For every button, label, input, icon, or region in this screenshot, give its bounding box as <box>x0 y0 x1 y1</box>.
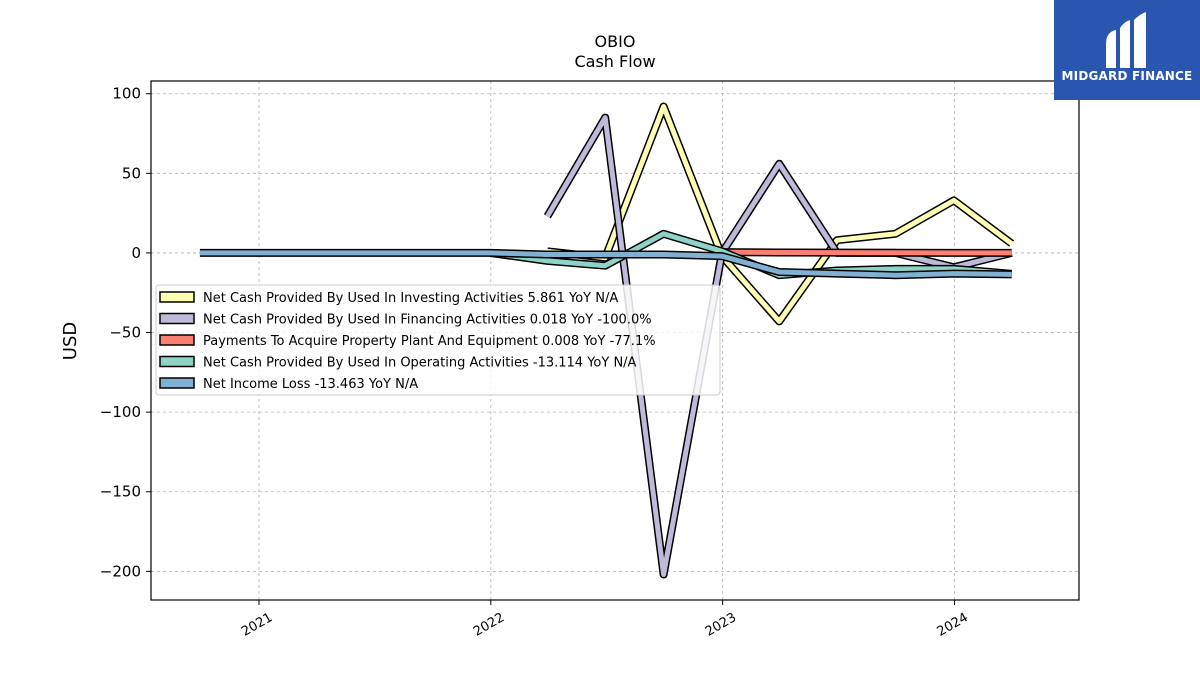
legend-box <box>155 284 721 396</box>
legend-label: Net Cash Provided By Used In Financing A… <box>203 313 652 328</box>
legend-swatch <box>159 291 195 303</box>
series-line-5 <box>199 248 1012 280</box>
series-line-3 <box>721 248 1012 257</box>
legend-swatch <box>159 312 195 325</box>
chart-title: OBIO <box>595 32 636 51</box>
logo-mark-icon <box>1106 12 1146 68</box>
legend: Net Cash Provided By Used In Investing A… <box>155 284 721 396</box>
series-line-2 <box>543 113 1013 579</box>
y-tick-label: −200 <box>100 562 141 580</box>
y-tick-label: 50 <box>122 164 141 182</box>
y-tick-label: −150 <box>100 483 141 501</box>
legend-swatch <box>159 355 195 368</box>
x-tick-label: 2024 <box>935 610 971 640</box>
y-tick-label: 100 <box>112 85 141 103</box>
series-stroke <box>545 115 1013 577</box>
x-tick-label: 2021 <box>239 610 275 640</box>
y-tick-label: −100 <box>100 403 141 421</box>
legend-swatch <box>159 377 195 389</box>
legend-label: Net Cash Provided By Used In Operating A… <box>203 356 637 371</box>
series-stroke <box>547 104 1014 324</box>
legend-label: Payments To Acquire Property Plant And E… <box>203 334 656 349</box>
series-stroke <box>199 250 1012 278</box>
y-tick-label: 0 <box>131 244 141 262</box>
brand-logo: MIDGARD FINANCE <box>1054 0 1200 100</box>
series-line-1 <box>546 102 1015 326</box>
x-tick-label: 2023 <box>703 610 739 640</box>
x-tick-label: 2022 <box>471 610 507 640</box>
brand-name: MIDGARD FINANCE <box>1061 69 1193 83</box>
series-stroke <box>721 249 1012 256</box>
plot-frame <box>150 80 1080 601</box>
y-tick-label: −50 <box>109 324 141 342</box>
chart-subtitle: Cash Flow <box>574 52 655 71</box>
legend-label: Net Income Loss -13.463 YoY N/A <box>203 377 418 392</box>
series-group <box>199 102 1015 579</box>
legend-swatch <box>159 334 195 346</box>
legend-label: Net Cash Provided By Used In Investing A… <box>203 291 618 306</box>
y-axis-label: USD <box>60 322 81 360</box>
